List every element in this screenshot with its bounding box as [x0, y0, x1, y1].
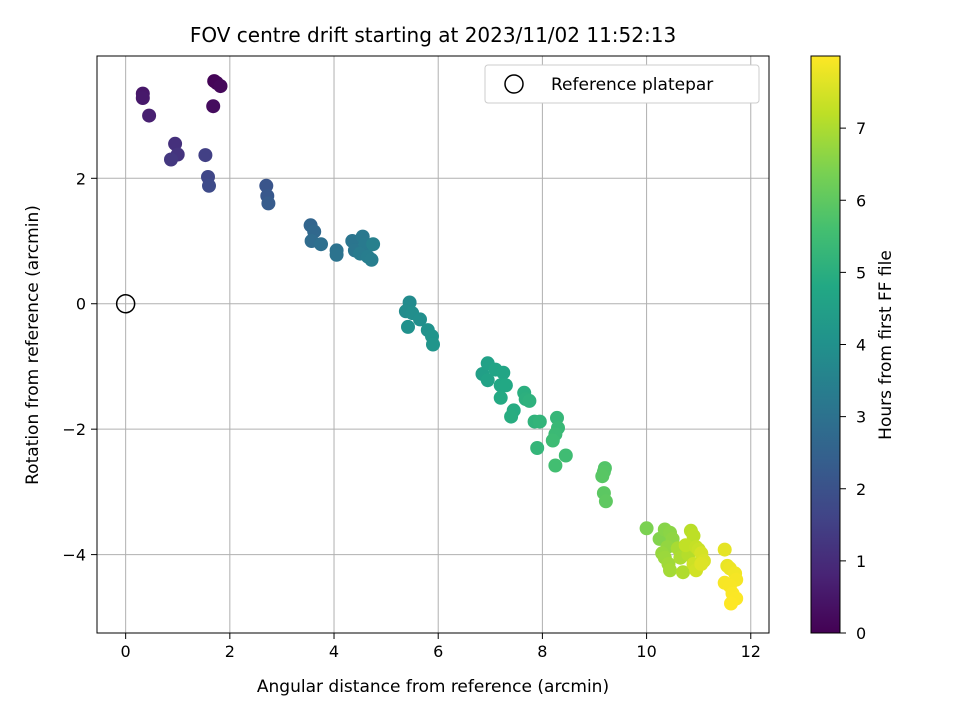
y-axis-label: Rotation from reference (arcmin): [23, 205, 43, 485]
data-point: [366, 237, 381, 252]
data-point: [198, 148, 213, 163]
data-point: [678, 538, 693, 553]
data-point: [259, 178, 274, 193]
data-point: [663, 563, 677, 578]
colorbar-tick-label: 3: [856, 408, 866, 427]
data-point: [142, 108, 157, 123]
data-point: [413, 312, 427, 327]
colorbar-tick-label: 4: [856, 336, 866, 355]
data-point: [545, 433, 560, 448]
data-point: [639, 521, 654, 536]
data-point: [261, 196, 276, 211]
data-point: [135, 91, 150, 105]
data-point: [694, 557, 709, 571]
chart-title: FOV centre drift starting at 2023/11/02 …: [190, 23, 676, 47]
y-tick-label: 2: [76, 169, 86, 188]
x-tick-label: 8: [537, 642, 547, 661]
data-point: [329, 247, 344, 262]
data-point: [724, 596, 738, 611]
data-point: [676, 565, 690, 580]
data-point: [522, 393, 537, 408]
data-point: [498, 378, 513, 393]
legend-label: Reference platepar: [551, 75, 713, 95]
data-point: [686, 528, 701, 543]
x-axis-ticks: 0 2 4 6 8 10 12: [121, 633, 761, 661]
data-point: [314, 237, 328, 252]
x-tick-label: 0: [121, 642, 131, 661]
data-point: [401, 319, 415, 334]
data-point: [717, 542, 732, 557]
data-point: [164, 152, 178, 167]
scatter-points: [135, 74, 744, 611]
x-axis-label: Angular distance from reference (arcmin): [257, 677, 609, 697]
y-tick-label: −2: [62, 420, 86, 439]
data-point: [206, 99, 221, 114]
legend-marker: [504, 74, 524, 94]
data-point: [530, 441, 545, 455]
x-tick-label: 12: [741, 642, 761, 661]
data-point: [480, 373, 495, 388]
colorbar-tick-label: 6: [856, 191, 866, 210]
data-point: [532, 414, 547, 429]
data-point: [504, 409, 519, 424]
colorbar: [810, 55, 841, 634]
y-tick-label: −4: [62, 546, 86, 565]
data-point: [168, 136, 183, 151]
colorbar-tick-label: 5: [856, 263, 866, 282]
colorbar-ticks: 0 1 2 3 4 5 6 7: [840, 119, 866, 643]
reference-platepar-point: [115, 293, 136, 314]
x-tick-label: 6: [433, 642, 443, 661]
x-tick-label: 4: [329, 642, 339, 661]
data-point: [548, 458, 563, 473]
legend: Reference platepar: [484, 64, 760, 104]
y-axis-ticks: −4 −2 0 2: [62, 169, 97, 565]
x-tick-label: 10: [636, 642, 656, 661]
legend-box: [484, 64, 760, 104]
colorbar-tick-label: 1: [856, 552, 866, 571]
data-point: [558, 448, 573, 463]
data-point: [213, 79, 228, 94]
plot-frame: [96, 55, 770, 634]
data-point: [598, 494, 613, 509]
colorbar-tick-label: 0: [856, 624, 866, 643]
data-point: [364, 252, 379, 267]
data-point: [493, 390, 508, 405]
colorbar-tick-label: 2: [856, 480, 866, 499]
colorbar-label: Hours from first FF file: [876, 250, 896, 440]
data-point: [595, 469, 610, 484]
colorbar-tick-label: 7: [856, 119, 866, 138]
data-point: [202, 178, 216, 193]
y-tick-label: 0: [76, 295, 86, 314]
x-tick-label: 2: [225, 642, 235, 661]
data-point: [426, 337, 440, 352]
data-point: [496, 365, 511, 380]
